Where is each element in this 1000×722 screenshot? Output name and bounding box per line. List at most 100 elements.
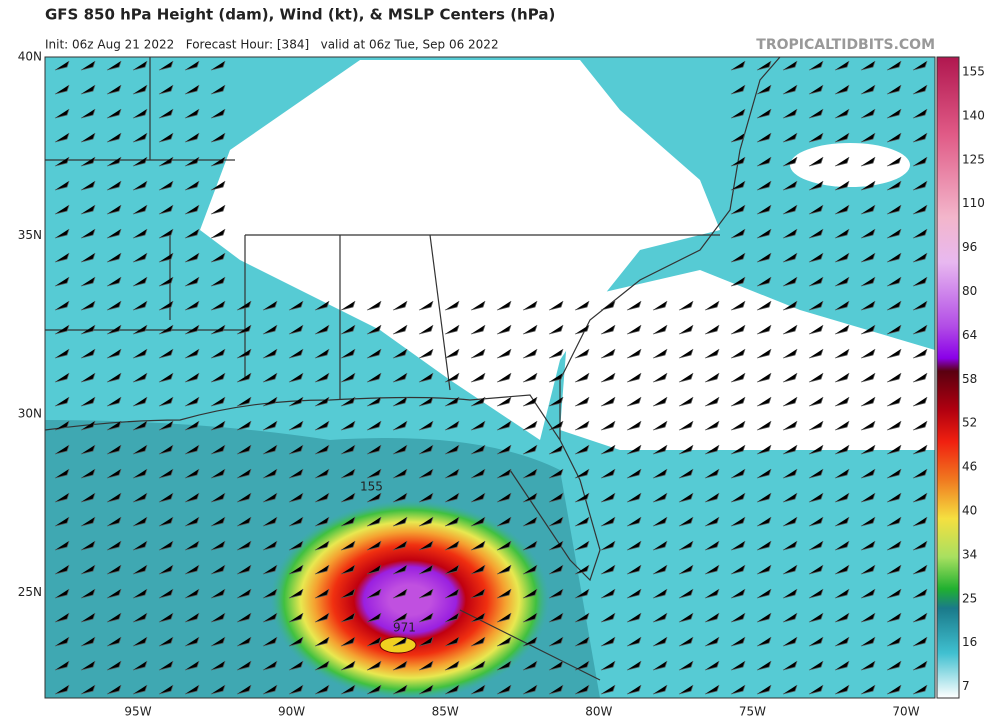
wind-barb [262, 660, 278, 671]
wind-barb [210, 228, 226, 239]
lat-label: 40N [18, 50, 42, 64]
wind-barb [522, 516, 538, 527]
wind-barb [340, 372, 356, 383]
wind-barb [496, 444, 512, 455]
wind-barb [418, 348, 434, 359]
wind-barb [80, 684, 96, 695]
wind-barb [626, 564, 642, 575]
wind-barb [366, 468, 382, 479]
wind-barb [834, 228, 850, 239]
wind-barb [574, 324, 590, 335]
wind-barb [496, 516, 512, 527]
wind-barb [210, 636, 226, 647]
wind-barb [860, 540, 876, 551]
wind-barb [314, 468, 330, 479]
wind-barb [288, 300, 304, 311]
wind-barb [158, 372, 174, 383]
wind-barb [860, 516, 876, 527]
wind-barb [730, 228, 746, 239]
wind-barb [418, 396, 434, 407]
wind-barb [912, 252, 928, 263]
wind-barb [106, 84, 122, 95]
wind-barb [782, 564, 798, 575]
wind-barb [210, 612, 226, 623]
wind-barb [158, 84, 174, 95]
colorbar-label: 80 [962, 284, 977, 298]
wind-barb [860, 180, 876, 191]
wind-barb [80, 540, 96, 551]
wind-barb [678, 516, 694, 527]
wind-barb [470, 660, 486, 671]
wind-barb [756, 492, 772, 503]
wind-barb [756, 564, 772, 575]
wind-barb [782, 180, 798, 191]
wind-barb [288, 348, 304, 359]
wind-barb [886, 300, 902, 311]
wind-barb [522, 444, 538, 455]
wind-barb [132, 684, 148, 695]
wind-barb [782, 228, 798, 239]
lat-label: 25N [18, 585, 42, 599]
wind-barb [288, 660, 304, 671]
wind-barb [470, 372, 486, 383]
wind-barb [54, 252, 70, 263]
colorbar [936, 56, 960, 699]
wind-barb [912, 396, 928, 407]
wind-barb [262, 324, 278, 335]
wind-barb [574, 396, 590, 407]
wind-barb [288, 564, 304, 575]
wind-barb [626, 684, 642, 695]
wind-barb [756, 156, 772, 167]
lon-label: 95W [124, 705, 151, 719]
wind-barb [782, 420, 798, 431]
wind-barb [860, 492, 876, 503]
wind-barb [418, 684, 434, 695]
wind-barb [496, 300, 512, 311]
wind-barb [132, 660, 148, 671]
wind-barb [678, 588, 694, 599]
wind-barb [600, 636, 616, 647]
wind-barb [730, 156, 746, 167]
wind-barb [106, 684, 122, 695]
wind-barb [730, 60, 746, 71]
wind-barb [314, 324, 330, 335]
wind-barb [158, 180, 174, 191]
wind-barb [834, 540, 850, 551]
wind-barb [574, 468, 590, 479]
wind-barb [574, 684, 590, 695]
wind-barb [106, 588, 122, 599]
wind-barb [652, 588, 668, 599]
wind-barb [158, 108, 174, 119]
wind-barb [496, 372, 512, 383]
wind-barb [132, 564, 148, 575]
wind-barb [392, 372, 408, 383]
wind-barb [444, 588, 460, 599]
wind-barb [756, 396, 772, 407]
wind-barb [834, 132, 850, 143]
wind-barb [808, 588, 824, 599]
wind-barb [704, 348, 720, 359]
wind-barb [678, 660, 694, 671]
wind-barb [548, 564, 564, 575]
wind-barb [444, 300, 460, 311]
wind-barb [54, 660, 70, 671]
wind-barb [158, 492, 174, 503]
wind-barb [262, 588, 278, 599]
wind-barb [54, 132, 70, 143]
wind-barb [912, 180, 928, 191]
wind-barb [132, 396, 148, 407]
wind-barb [834, 324, 850, 335]
wind-barb [158, 420, 174, 431]
wind-barb [548, 444, 564, 455]
wind-barb [366, 612, 382, 623]
wind-barb [132, 156, 148, 167]
wind-barb [522, 588, 538, 599]
wind-barb [392, 564, 408, 575]
wind-barb [886, 228, 902, 239]
wind-barb [210, 156, 226, 167]
lat-label: 30N [18, 407, 42, 421]
wind-barb [418, 564, 434, 575]
wind-barb [808, 684, 824, 695]
wind-barb [54, 108, 70, 119]
wind-barb [912, 276, 928, 287]
